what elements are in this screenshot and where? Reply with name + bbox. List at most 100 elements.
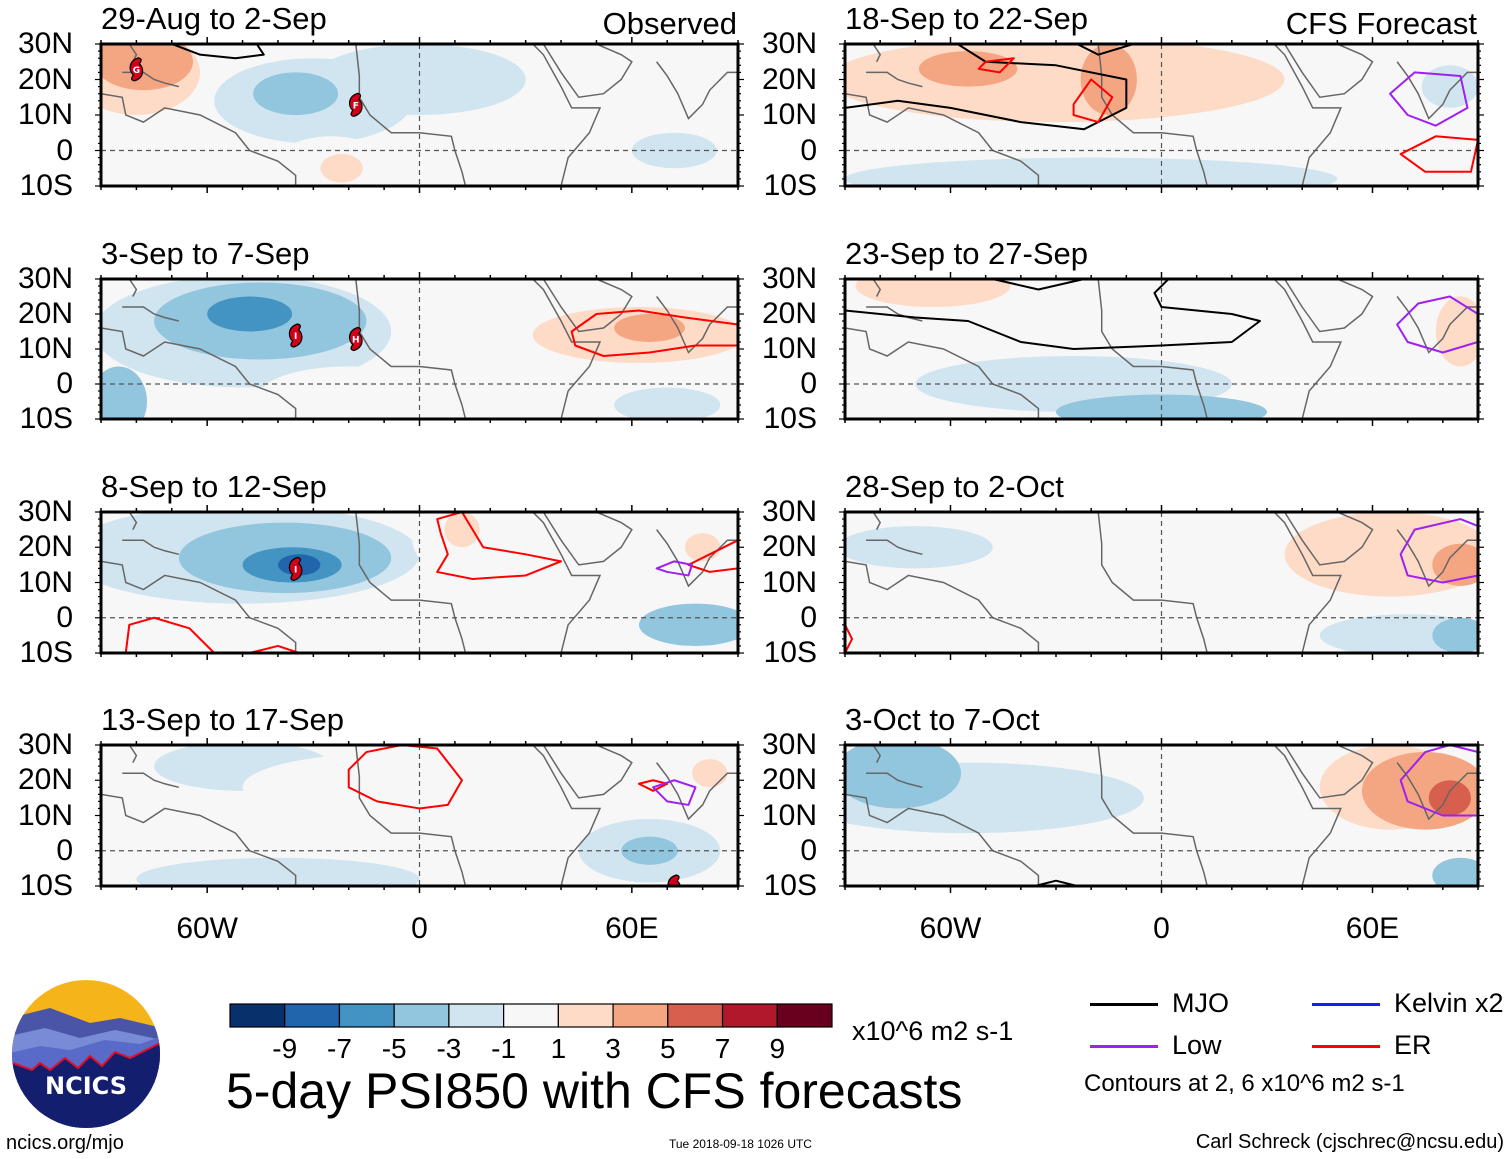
- low-contour: [1396, 295, 1478, 354]
- coastline: [866, 71, 923, 88]
- y-tick-label: 10S: [19, 869, 73, 902]
- map-content: [845, 279, 1478, 419]
- colorbar-tick-label: -9: [272, 1033, 298, 1064]
- anomaly-region: [631, 132, 717, 169]
- er-contour: [637, 779, 669, 792]
- anomaly-region: [1432, 543, 1478, 587]
- tropical-storm-icon: I: [288, 323, 303, 348]
- y-tick-label: 10N: [17, 332, 73, 365]
- y-tick-label: 10S: [19, 169, 73, 202]
- coastline: [355, 512, 467, 653]
- map-panel: [839, 738, 1484, 893]
- map-content: [845, 745, 1478, 886]
- anomaly-region: [1361, 752, 1478, 830]
- er-contour: [249, 644, 300, 653]
- y-tick-label: 10S: [19, 402, 73, 435]
- coastline: [1097, 44, 1208, 186]
- anomaly-region: [1428, 780, 1471, 816]
- mjo-contour: [845, 44, 1128, 131]
- tropical-storm-icon: [667, 874, 681, 886]
- mjo-contour: [845, 279, 1261, 350]
- y-tick-label: 20N: [17, 62, 73, 96]
- low-contour: [655, 560, 693, 577]
- panel-title: 3-Sep to 7-Sep: [101, 236, 310, 271]
- x-tick-label: 60W: [176, 912, 238, 945]
- map-panel: [839, 505, 1484, 660]
- anomaly-region: [242, 752, 562, 823]
- coastline: [866, 539, 923, 556]
- colorbar-units: x10^6 m2 s-1: [852, 1016, 1014, 1046]
- legend-label: Low: [1172, 1030, 1222, 1060]
- anomaly-region: [614, 314, 685, 342]
- column-header: CFS Forecast: [1285, 6, 1477, 41]
- y-tick-label: 10S: [763, 636, 817, 669]
- coastline: [1283, 279, 1374, 333]
- x-tick-label: 60E: [605, 912, 659, 945]
- coastline: [101, 92, 297, 186]
- coastline: [355, 279, 467, 419]
- y-tick-label: 10S: [19, 636, 73, 669]
- y-tick-label: 20N: [761, 297, 817, 330]
- coastline: [355, 745, 467, 886]
- er-contour: [436, 512, 563, 580]
- storm-swirl: [288, 323, 303, 348]
- panel-title: 28-Sep to 2-Oct: [845, 469, 1064, 504]
- y-tick-label: 20N: [761, 763, 817, 797]
- coastline: [128, 745, 138, 763]
- y-tick-label: 10N: [17, 98, 73, 131]
- colorbar-swatch: [776, 1003, 833, 1028]
- colorbar-swatch: [557, 1003, 614, 1028]
- anomaly-region: [855, 279, 1011, 307]
- anomaly-region: [845, 157, 1338, 186]
- map-content: GF: [101, 44, 738, 186]
- y-tick-label: 30N: [17, 495, 73, 528]
- y-tick-label: 10S: [763, 402, 817, 435]
- column-header: Observed: [602, 6, 737, 41]
- y-tick-label: 10N: [761, 332, 817, 365]
- coastline: [872, 745, 882, 763]
- legend-label: MJO: [1172, 988, 1229, 1018]
- coastline: [872, 512, 882, 530]
- legend-swatch-mjo: [1090, 1003, 1158, 1006]
- anomaly-region: [1432, 617, 1478, 653]
- contour-note: Contours at 2, 6 x10^6 m2 s-1: [1084, 1070, 1405, 1097]
- colorbar-tick-label: 5: [660, 1033, 676, 1064]
- panel-title: 3-Oct to 7-Oct: [845, 702, 1040, 737]
- coastline: [122, 306, 180, 322]
- y-tick-label: 10N: [761, 798, 817, 832]
- coastline: [845, 793, 1040, 886]
- y-tick-label: 10S: [763, 169, 817, 202]
- site-url-link[interactable]: ncics.org/mjo: [6, 1132, 124, 1154]
- panel-title: 13-Sep to 17-Sep: [101, 702, 345, 737]
- anomaly-region: [101, 366, 147, 419]
- coastline: [845, 327, 1040, 419]
- coastline: [128, 512, 138, 530]
- y-tick-label: 0: [56, 133, 73, 167]
- er-contour: [1399, 135, 1478, 173]
- panel-title: 8-Sep to 12-Sep: [101, 469, 327, 504]
- coastline: [656, 762, 738, 821]
- map-panel: GF: [95, 37, 744, 193]
- anomaly-region: [101, 44, 193, 91]
- colorbar-tick-label: -1: [491, 1033, 517, 1064]
- storm-swirl: [129, 57, 144, 82]
- map-panel: I: [95, 505, 744, 660]
- mjo-contour: [1034, 879, 1078, 886]
- map-panel: [839, 272, 1484, 426]
- y-tick-label: 20N: [17, 763, 73, 797]
- low-contour: [1399, 745, 1478, 817]
- y-tick-label: 20N: [17, 530, 73, 564]
- legend-swatch-kelvin: [1312, 1003, 1380, 1006]
- er-contour: [1072, 78, 1114, 124]
- anomaly-region: [313, 44, 526, 115]
- y-tick-label: 10N: [761, 98, 817, 131]
- y-tick-label: 0: [56, 600, 73, 634]
- mjo-contour: [1076, 44, 1134, 56]
- y-tick-label: 10S: [763, 869, 817, 902]
- coastline: [1273, 512, 1342, 653]
- coastline: [101, 793, 297, 886]
- coastline: [656, 529, 738, 588]
- legend-swatch-er: [1312, 1045, 1380, 1048]
- colorbar-swatch: [721, 1003, 778, 1028]
